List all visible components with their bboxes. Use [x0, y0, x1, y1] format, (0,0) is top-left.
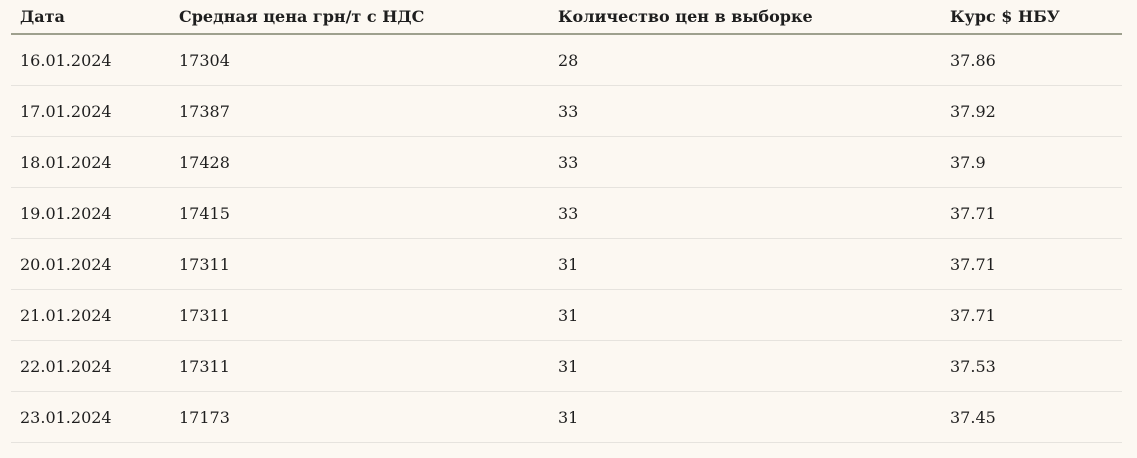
cell-date: 20.01.2024	[11, 238, 170, 290]
cell-sample-count: 33	[549, 187, 941, 239]
table-row: 21.01.2024 17311 31 37.71	[11, 289, 1122, 341]
cell-date: 19.01.2024	[11, 187, 170, 239]
cell-sample-count: 31	[549, 238, 941, 290]
cell-avg-price: 17311	[170, 289, 549, 341]
table-row: 17.01.2024 17387 33 37.92	[11, 85, 1122, 137]
cell-date: 21.01.2024	[11, 289, 170, 341]
column-header-usd-rate: Курс $ НБУ	[941, 0, 1122, 35]
table-row: 18.01.2024 17428 33 37.9	[11, 136, 1122, 188]
cell-avg-price: 17304	[170, 34, 549, 86]
cell-sample-count: 31	[549, 391, 941, 443]
cell-avg-price: 17173	[170, 391, 549, 443]
cell-date: 16.01.2024	[11, 34, 170, 86]
column-header-sample-count: Количество цен в выборке	[549, 0, 941, 35]
cell-avg-price: 17415	[170, 187, 549, 239]
cell-date: 22.01.2024	[11, 340, 170, 392]
cell-avg-price: 17311	[170, 238, 549, 290]
price-table-container: Дата Средная цена грн/т с НДС Количество…	[11, 0, 1122, 443]
cell-sample-count: 31	[549, 289, 941, 341]
cell-sample-count: 33	[549, 136, 941, 188]
column-header-avg-price: Средная цена грн/т с НДС	[170, 0, 549, 35]
table-row: 20.01.2024 17311 31 37.71	[11, 238, 1122, 290]
cell-avg-price: 17311	[170, 340, 549, 392]
price-table: Дата Средная цена грн/т с НДС Количество…	[11, 0, 1122, 443]
column-header-date: Дата	[11, 0, 170, 35]
cell-avg-price: 17387	[170, 85, 549, 137]
cell-sample-count: 33	[549, 85, 941, 137]
cell-date: 18.01.2024	[11, 136, 170, 188]
cell-usd-rate: 37.92	[941, 85, 1122, 137]
cell-sample-count: 28	[549, 34, 941, 86]
table-row: 19.01.2024 17415 33 37.71	[11, 187, 1122, 239]
cell-sample-count: 31	[549, 340, 941, 392]
cell-date: 23.01.2024	[11, 391, 170, 443]
cell-usd-rate: 37.53	[941, 340, 1122, 392]
cell-usd-rate: 37.86	[941, 34, 1122, 86]
table-row: 16.01.2024 17304 28 37.86	[11, 34, 1122, 86]
cell-usd-rate: 37.45	[941, 391, 1122, 443]
cell-usd-rate: 37.71	[941, 238, 1122, 290]
cell-date: 17.01.2024	[11, 85, 170, 137]
table-header-row: Дата Средная цена грн/т с НДС Количество…	[11, 0, 1122, 35]
table-row: 23.01.2024 17173 31 37.45	[11, 391, 1122, 443]
cell-usd-rate: 37.9	[941, 136, 1122, 188]
cell-usd-rate: 37.71	[941, 187, 1122, 239]
table-row: 22.01.2024 17311 31 37.53	[11, 340, 1122, 392]
cell-usd-rate: 37.71	[941, 289, 1122, 341]
cell-avg-price: 17428	[170, 136, 549, 188]
